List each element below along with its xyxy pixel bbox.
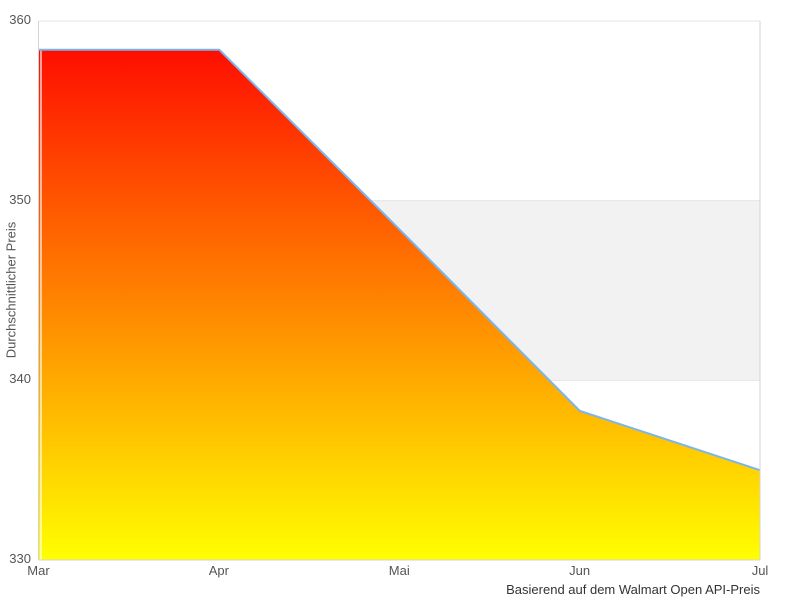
series-line [39, 48, 761, 472]
chart-caption: Basierend auf dem Walmart Open API-Preis [506, 582, 760, 597]
y-tick-label-340: 340 [9, 371, 31, 387]
x-tick-label-mar: Mar [27, 563, 50, 578]
y-tick-label-330: 330 [9, 551, 31, 566]
x-tick-label-apr: Apr [208, 563, 229, 578]
y-tick-label-350: 350 [9, 191, 31, 207]
y-tick-label-360: 360 [9, 12, 31, 27]
y-axis-title: Durchschnittlicher Preis [3, 221, 19, 359]
area-series [39, 49, 760, 560]
x-tick-label-jun: Jun [569, 563, 591, 578]
x-tick-label-jul: Jul [751, 563, 769, 578]
x-tick-label-mai: Mai [388, 563, 410, 578]
